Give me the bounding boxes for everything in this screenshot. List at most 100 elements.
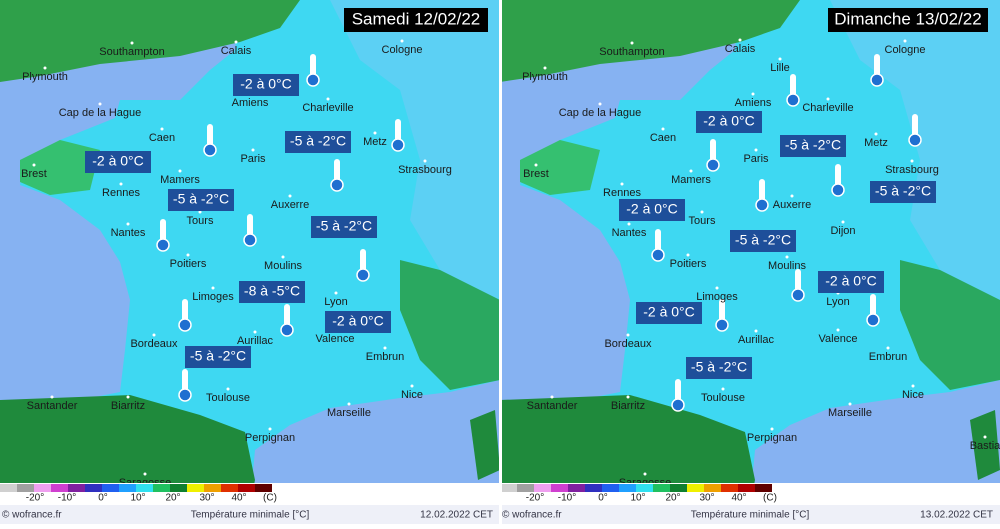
legend-swatch bbox=[602, 484, 619, 492]
city-dot bbox=[334, 291, 338, 295]
brittany bbox=[520, 140, 600, 195]
temp-label: -2 à 0°C bbox=[703, 113, 755, 129]
city-name: Valence bbox=[316, 333, 355, 345]
thermometer-bulb bbox=[243, 233, 257, 247]
city-dot bbox=[253, 330, 257, 334]
city-name: Cap de la Hague bbox=[559, 107, 642, 119]
city-name: Lille bbox=[770, 62, 790, 74]
city-dot bbox=[410, 384, 414, 388]
footer-bg bbox=[500, 505, 1000, 524]
city-dot bbox=[903, 39, 907, 43]
city-name: Toulouse bbox=[701, 392, 745, 404]
thermometer-bulb bbox=[391, 138, 405, 152]
temp-label: -2 à 0°C bbox=[240, 76, 292, 92]
city-name: Paris bbox=[743, 153, 769, 165]
footer-caption: Température minimale [°C] bbox=[191, 510, 310, 521]
sea-atlantic bbox=[0, 0, 240, 400]
legend-swatch bbox=[255, 484, 272, 492]
thermometer-bulb bbox=[831, 183, 845, 197]
thermometer-bulb bbox=[306, 73, 320, 87]
temp-label-bg bbox=[870, 181, 936, 203]
temp-label-bg bbox=[696, 111, 762, 133]
spain bbox=[0, 395, 255, 505]
city-name: Marseille bbox=[327, 407, 371, 419]
city-dot bbox=[373, 131, 377, 135]
temp-label: -5 à -2°C bbox=[190, 348, 246, 364]
legend-swatch bbox=[500, 484, 517, 492]
city-dot bbox=[643, 472, 647, 476]
temp-label: -2 à 0°C bbox=[332, 313, 384, 329]
city-name: Mamers bbox=[160, 174, 200, 186]
city-dot bbox=[911, 384, 915, 388]
city-dot bbox=[288, 194, 292, 198]
city-dot bbox=[143, 472, 147, 476]
map-panel: Southampton Calais Cologne Plymouth Amiens Ch… bbox=[0, 0, 500, 524]
sea-atlantic bbox=[500, 0, 740, 400]
city-name: Santander bbox=[527, 400, 578, 412]
city-name: Dijon bbox=[830, 225, 855, 237]
city-name: Nantes bbox=[612, 227, 647, 239]
city-name: Nantes bbox=[111, 227, 146, 239]
city-name: Calais bbox=[725, 43, 756, 55]
city-name: Limoges bbox=[192, 291, 234, 303]
city-dot bbox=[790, 194, 794, 198]
legend-swatch bbox=[17, 484, 34, 492]
legend-tick: (C) bbox=[763, 493, 777, 504]
temp-label-bg bbox=[239, 281, 305, 303]
city-name: Rennes bbox=[102, 187, 140, 199]
city-name: Moulins bbox=[768, 260, 806, 272]
thermometer-bulb bbox=[203, 143, 217, 157]
city-dot bbox=[186, 253, 190, 257]
thermometer bbox=[207, 124, 213, 148]
thermometer bbox=[790, 74, 796, 98]
city-dot bbox=[826, 97, 830, 101]
thermometer bbox=[710, 139, 716, 163]
city-dot bbox=[152, 333, 156, 337]
city-dot bbox=[211, 286, 215, 290]
temp-label: -2 à 0°C bbox=[92, 153, 144, 169]
thermometer bbox=[719, 299, 725, 323]
title-bg bbox=[828, 8, 988, 32]
city-dot bbox=[626, 333, 630, 337]
legend-swatch bbox=[534, 484, 551, 492]
city-dot bbox=[268, 427, 272, 431]
city-name: Biarritz bbox=[111, 400, 145, 412]
city-name: Strasbourg bbox=[398, 164, 452, 176]
city-name: Cologne bbox=[382, 44, 423, 56]
city-name: Amiens bbox=[232, 97, 269, 109]
legend-swatch bbox=[51, 484, 68, 492]
legend-swatch bbox=[187, 484, 204, 492]
legend-tick: 0° bbox=[98, 493, 108, 504]
city-dot bbox=[738, 38, 742, 42]
city-dot bbox=[251, 148, 255, 152]
city-name: Caen bbox=[149, 132, 175, 144]
city-name: Southampton bbox=[599, 46, 664, 58]
city-dot bbox=[550, 395, 554, 399]
temp-label-bg bbox=[818, 271, 884, 293]
city-name: Plymouth bbox=[22, 71, 68, 83]
city-dot bbox=[423, 159, 427, 163]
city-name: Bastia bbox=[970, 440, 1000, 452]
city-dot bbox=[715, 286, 719, 290]
thermometer-bulb bbox=[791, 288, 805, 302]
temp-label-bg bbox=[85, 151, 151, 173]
temp-label-bg bbox=[686, 357, 752, 379]
city-dot bbox=[226, 387, 230, 391]
city-name: Lyon bbox=[826, 296, 849, 308]
legend-tick: 40° bbox=[231, 493, 246, 504]
city-name: Brest bbox=[523, 168, 549, 180]
temp-label: -8 à -5°C bbox=[244, 283, 300, 299]
city-dot bbox=[234, 40, 238, 44]
footer-bg bbox=[0, 505, 500, 524]
city-dot bbox=[198, 210, 202, 214]
city-dot bbox=[770, 427, 774, 431]
city-name: Lyon bbox=[324, 296, 347, 308]
city-name: Paris bbox=[240, 153, 266, 165]
legend-swatch bbox=[221, 484, 238, 492]
thermometer-bulb bbox=[755, 198, 769, 212]
city-dot bbox=[626, 395, 630, 399]
legend-tick: 10° bbox=[630, 493, 645, 504]
legend-swatch bbox=[670, 484, 687, 492]
city-dot bbox=[43, 66, 47, 70]
city-name: Perpignan bbox=[245, 432, 295, 444]
